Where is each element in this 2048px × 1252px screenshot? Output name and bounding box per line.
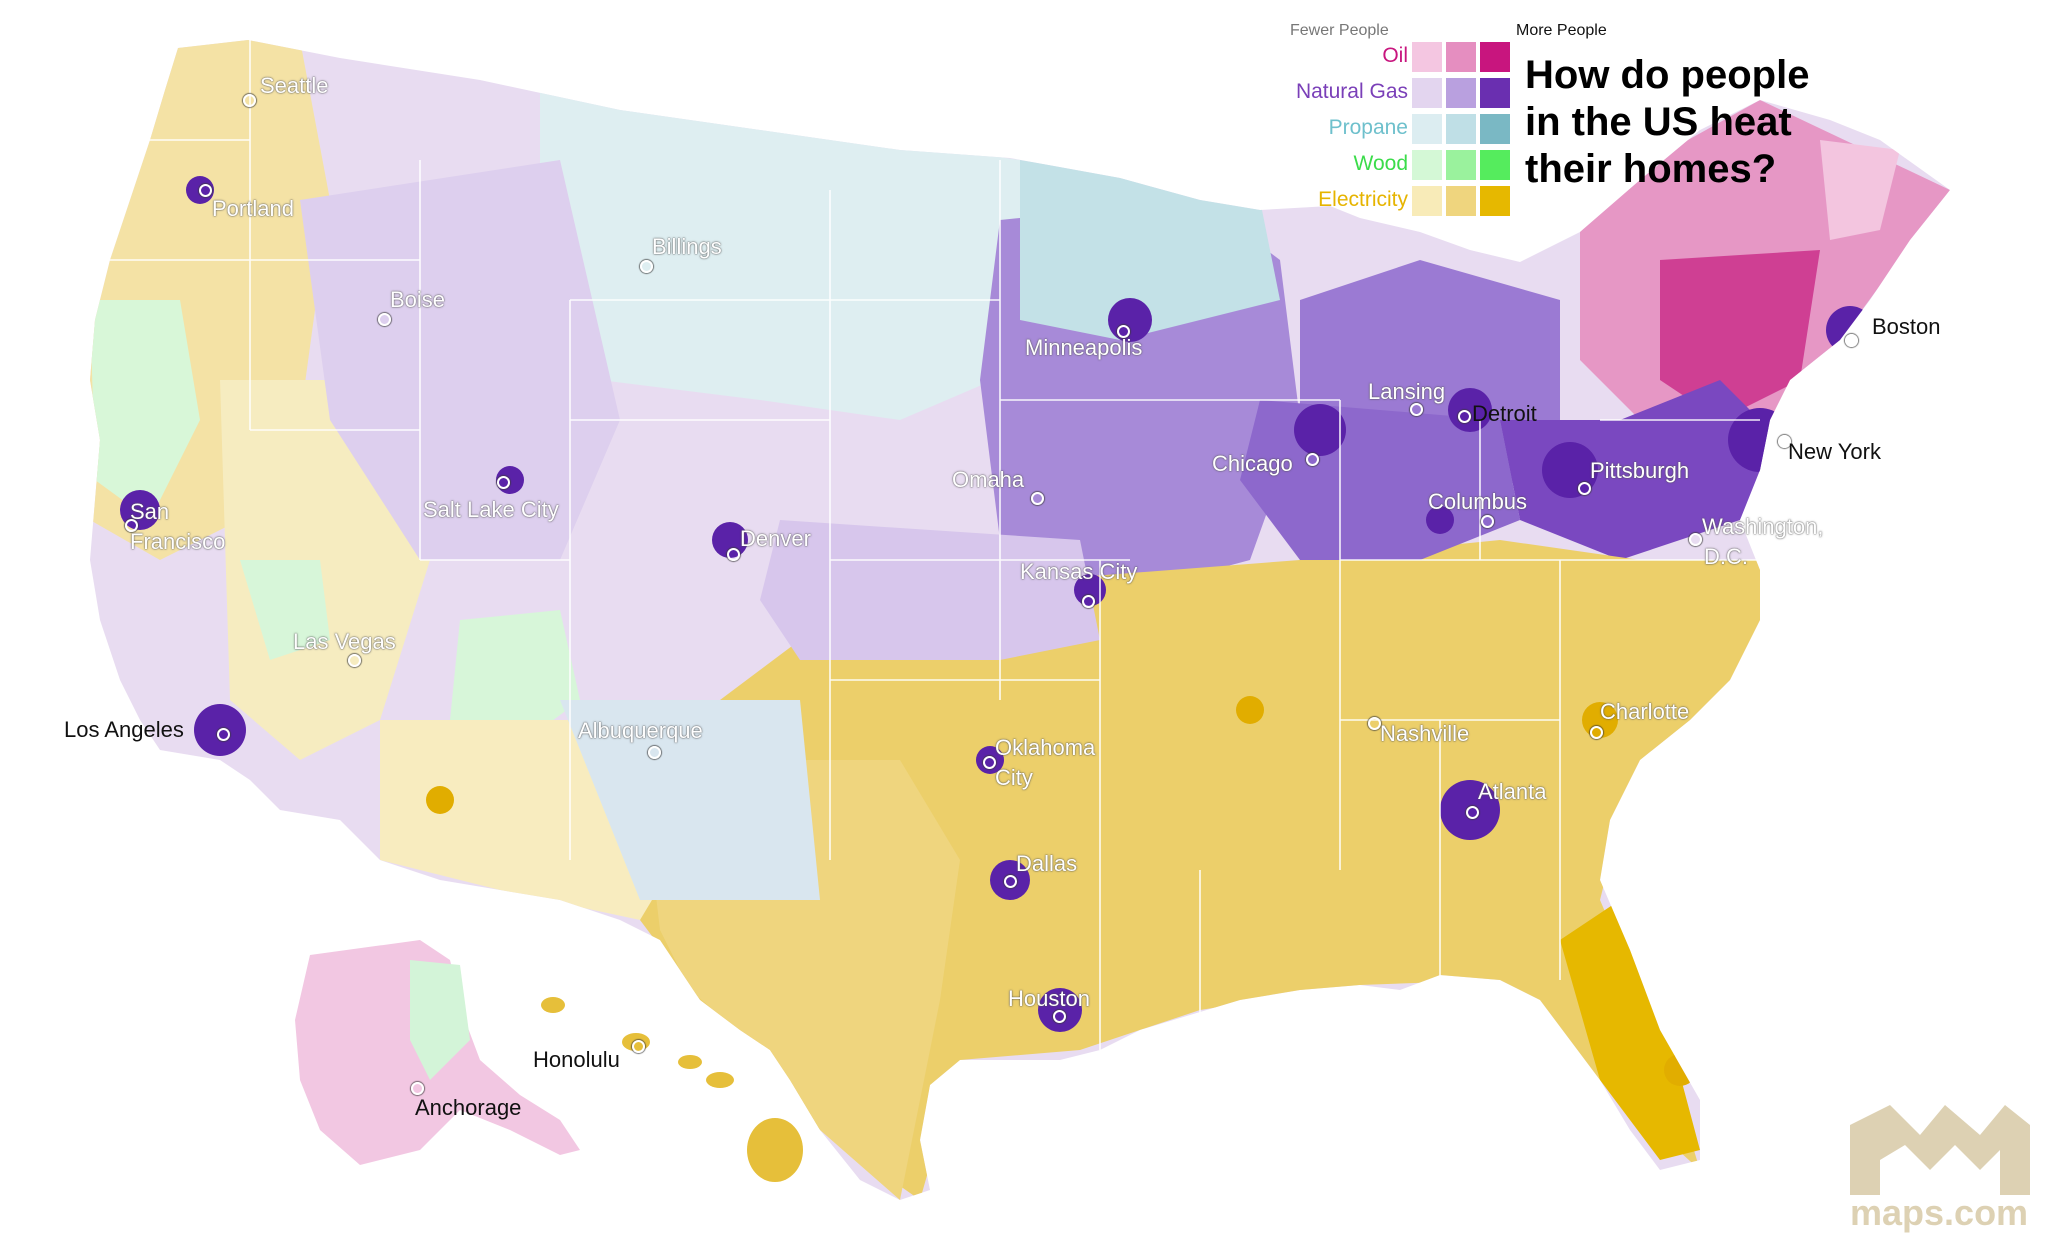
city-label-san: San [130, 499, 170, 524]
city-label-las-vegas: Las Vegas [293, 629, 396, 654]
city-label-los-angeles: Los Angeles [64, 717, 184, 742]
city-label-city: City [995, 765, 1033, 790]
legend-label-wood: Wood [1353, 152, 1408, 175]
legend-swatch-gas-low [1412, 78, 1442, 108]
legend-label-oil: Oil [1382, 44, 1408, 67]
city-dot-pittsburgh [1578, 482, 1591, 495]
city-dot-boise [378, 313, 391, 326]
city-dot-minneapolis [1117, 325, 1130, 338]
city-label-dallas: Dallas [1016, 851, 1078, 876]
city-dot-boston [1845, 334, 1858, 347]
city-label-boise: Boise [390, 287, 446, 312]
city-label-atlanta: Atlanta [1478, 779, 1547, 804]
hawaii-region [541, 997, 803, 1182]
city-dot-albuquerque [648, 746, 661, 759]
city-label-houston: Houston [1008, 986, 1090, 1011]
city-dot-omaha [1031, 492, 1044, 505]
title-line-3: their homes? [1525, 147, 1777, 191]
city-dot-chicago [1306, 453, 1319, 466]
city-label-washington: Washington, [1702, 514, 1824, 539]
title-line-2: in the US heat [1525, 100, 1792, 144]
city-dot-new-york [1778, 435, 1791, 448]
state-borders [90, 40, 1760, 1050]
city-label-lansing: Lansing [1368, 379, 1446, 404]
alaska-wood-region [410, 960, 470, 1080]
city-dot-atlanta [1466, 806, 1479, 819]
legend-swatch-propane-high [1480, 114, 1510, 144]
city-dot-nashville [1368, 717, 1381, 730]
city-label-omaha: Omaha [952, 467, 1025, 492]
legend-swatch-wood-mid [1446, 150, 1476, 180]
legend-swatch-electricity-mid [1446, 186, 1476, 216]
city-label-francisco: Francisco [130, 529, 226, 554]
city-label-new-york: New York [1788, 439, 1881, 464]
city-dot-detroit [1458, 410, 1471, 423]
city-label-dc: D.C. [1704, 544, 1748, 569]
title-line-1: How do people [1525, 53, 1810, 97]
city-dot-houston [1053, 1010, 1066, 1023]
legend-swatch-gas-mid [1446, 78, 1476, 108]
legend-swatch-wood-high [1480, 150, 1510, 180]
city-dot-washington-dc [1689, 533, 1702, 546]
legend-swatch-electricity-high [1480, 186, 1510, 216]
city-dot-salt-lake-city [497, 476, 510, 489]
legend-swatch-oil-mid [1446, 42, 1476, 72]
city-dot-columbus [1481, 515, 1494, 528]
city-label-minneapolis: Minneapolis [1025, 335, 1143, 360]
legend-label-electricity: Electricity [1318, 188, 1408, 211]
legend-more-people: More People [1516, 22, 1607, 39]
city-label-pittsburgh: Pittsburgh [1590, 458, 1690, 483]
city-dot-seattle [243, 94, 256, 107]
city-dot-san-francisco [125, 519, 138, 532]
city-label-seattle: Seattle [260, 73, 329, 98]
city-dot-las-vegas [348, 654, 361, 667]
city-label-kansas-city: Kansas City [1020, 559, 1138, 584]
legend-swatch-propane-low [1412, 114, 1442, 144]
city-dot-honolulu [632, 1040, 645, 1053]
city-dot-anchorage [411, 1082, 424, 1095]
city-label-honolulu: Honolulu [533, 1047, 620, 1072]
city-label-boston: Boston [1872, 314, 1941, 339]
maps-logo-icon [1850, 1105, 2030, 1195]
city-dot-billings [640, 260, 653, 273]
legend-label-propane: Propane [1328, 116, 1408, 139]
city-dot-oklahoma-city [983, 756, 996, 769]
city-label-denver: Denver [740, 526, 811, 551]
city-label-chicago: Chicago [1212, 451, 1293, 476]
legend-swatch-oil-low [1412, 42, 1442, 72]
legend-swatch-gas-high [1480, 78, 1510, 108]
city-dot-kansas-city [1082, 595, 1095, 608]
legend-swatch-propane-mid [1446, 114, 1476, 144]
city-label-oklahoma: Oklahoma [995, 735, 1096, 760]
city-dot-dallas [1004, 875, 1017, 888]
legend: Fewer People More People Oil Natural Gas… [1270, 20, 1670, 225]
city-label-salt-lake-city: Salt Lake City [423, 497, 559, 522]
legend-swatch-electricity-low [1412, 186, 1442, 216]
legend-label-natural-gas: Natural Gas [1295, 80, 1408, 103]
city-dot-los-angeles [217, 728, 230, 741]
city-label-columbus: Columbus [1428, 489, 1528, 514]
city-dot-lansing [1410, 403, 1423, 416]
logo-text: maps.com [1850, 1192, 2029, 1233]
city-label-albuquerque: Albuquerque [578, 718, 703, 743]
city-label-anchorage: Anchorage [415, 1095, 522, 1120]
city-label-portland: Portland [212, 196, 294, 221]
legend-swatch-wood-low [1412, 150, 1442, 180]
city-dot-portland [199, 184, 212, 197]
legend-swatch-oil-high [1480, 42, 1510, 72]
map-title: How do people in the US heat their homes… [1525, 52, 1865, 193]
city-dot-charlotte [1590, 726, 1603, 739]
city-label-nashville: Nashville [1380, 721, 1470, 746]
city-label-detroit: Detroit [1472, 401, 1537, 426]
city-dot-denver [727, 548, 740, 561]
legend-fewer-people: Fewer People [1290, 22, 1389, 39]
city-label-billings: Billings [652, 234, 722, 259]
city-label-charlotte: Charlotte [1600, 699, 1690, 724]
